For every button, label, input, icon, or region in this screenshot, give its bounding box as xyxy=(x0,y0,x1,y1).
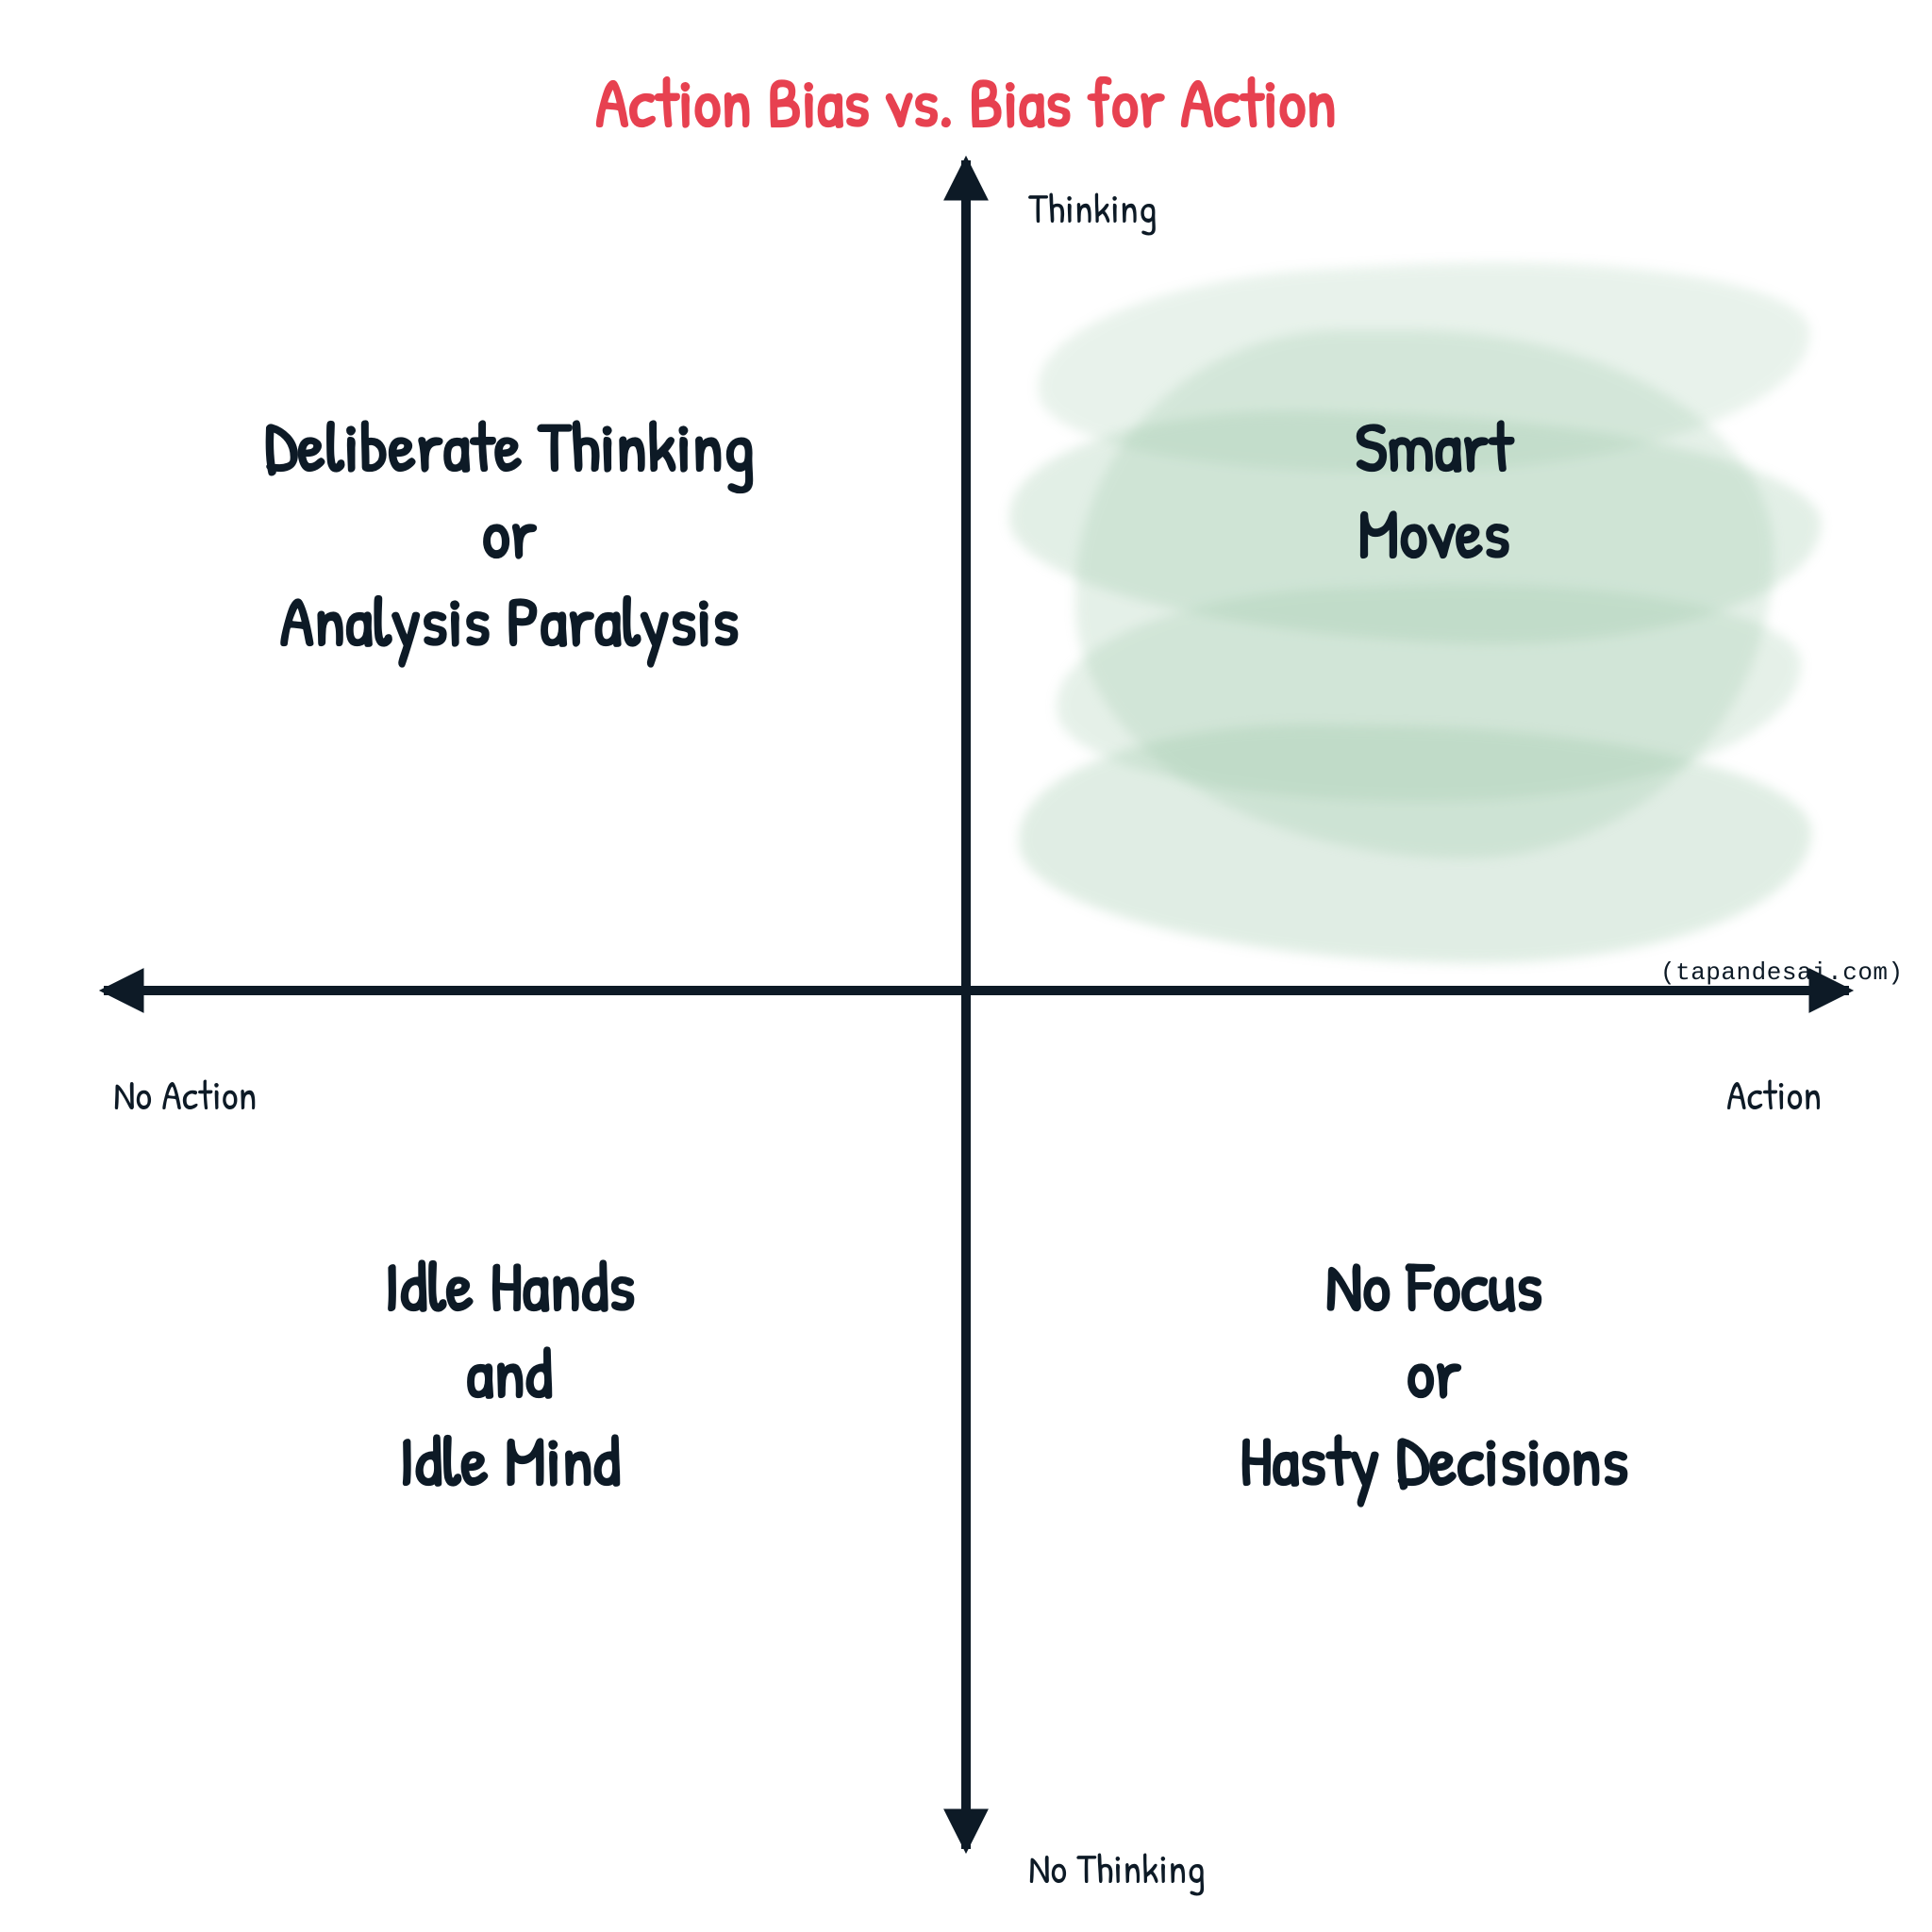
axis-label-right: Action xyxy=(1726,1066,1822,1123)
axis-label-bottom: No Thinking xyxy=(1028,1840,1206,1896)
arrow-down-icon xyxy=(944,1809,988,1853)
axis-label-left: No Action xyxy=(113,1066,257,1123)
arrow-left-icon xyxy=(100,969,143,1012)
quadrant-bottom-left: Idle Hands and Idle Mind xyxy=(85,1242,934,1505)
quadrant-top-right: Smart Moves xyxy=(1009,403,1858,577)
attribution: (tapandesai.com) xyxy=(1660,958,1904,987)
quadrant-top-left: Deliberate Thinking or Analysis Paralysi… xyxy=(85,403,934,665)
diagram-canvas: { "diagram": { "type": "quadrant", "titl… xyxy=(0,0,1932,1932)
diagram-title: Action Bias vs. Bias for Action xyxy=(0,57,1932,148)
quadrant-bottom-right: No Focus or Hasty Decisions xyxy=(1009,1242,1858,1505)
highlight-blob xyxy=(1019,255,1849,962)
arrow-up-icon xyxy=(944,157,988,200)
axis-label-top: Thinking xyxy=(1028,179,1157,236)
